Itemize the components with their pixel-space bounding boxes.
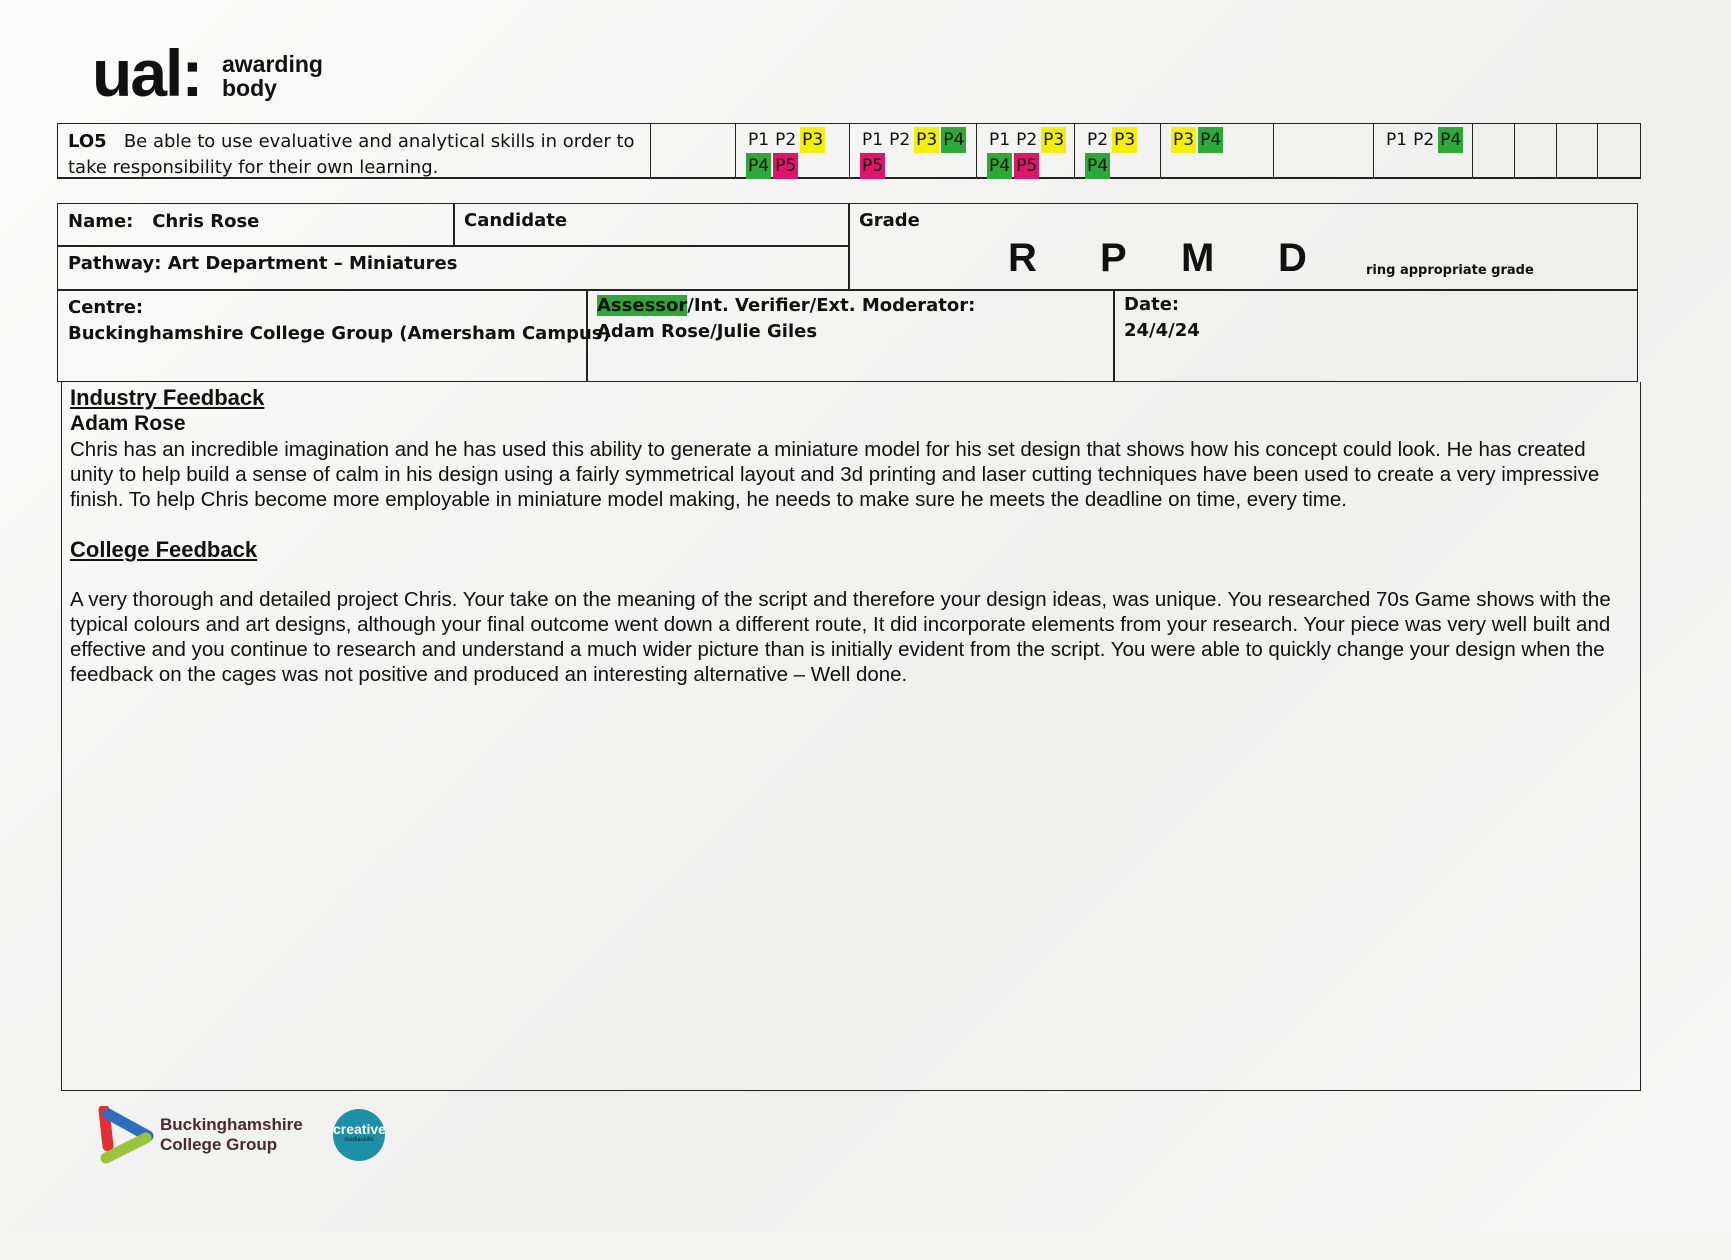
bcg-logo-icon [98,1104,156,1164]
candidate-info-table: Name: Chris Rose Candidate Grade Pathway… [57,203,1638,382]
ual-logo-subtitle: awarding body [222,52,323,100]
name-value: Chris Rose [152,211,260,232]
criteria-tag: P1 [748,130,770,150]
logo-sub-1: awarding [222,51,323,77]
criteria-tag: P4 [987,153,1013,179]
lo5-cell [1273,124,1373,177]
criteria-tag: P4 [1085,153,1111,179]
bcg-logo-text: Buckinghamshire College Group [160,1115,303,1154]
industry-feedback-text: Chris has an incredible imagination and … [70,438,1600,511]
criteria-tag: P4 [746,153,772,179]
assessor-highlight: Assessor [597,295,688,316]
creative-skills-logo: creative mediaskills [333,1109,386,1161]
lo5-cell: P2 P3P4 [1074,124,1160,179]
lo5-cell [1472,124,1514,177]
lo5-cell: P1 P2 P4 [1373,124,1472,177]
criteria-tag: P2 [775,130,797,150]
industry-feedback-heading: Industry Feedback [70,385,265,410]
criteria-tag: P5 [1014,153,1040,179]
lo5-cell: P3 P4 [1160,124,1273,177]
assessor-value: Adam Rose/Julie Giles [597,321,818,342]
centre-value: Buckinghamshire College Group (Amersham … [68,323,611,344]
ual-logo: ual: [92,36,203,110]
lo5-text: Be able to use evaluative and analytical… [68,131,635,178]
centre-label: Centre: [68,297,144,318]
criteria-tag: P3 [800,127,826,153]
grade-note: ring appropriate grade [1366,263,1534,278]
criteria-tag: P5 [773,153,799,179]
criteria-tag: P4 [1198,127,1224,153]
date-label: Date: [1124,294,1180,315]
criteria-tag: P3 [1041,127,1067,153]
lo5-cell [1597,124,1642,177]
college-feedback-heading: College Feedback [70,537,258,562]
criteria-tag: P2 [889,130,911,150]
criteria-tag: P4 [1438,127,1464,153]
lo5-row: LO5 Be able to use evaluative and analyt… [57,123,1641,179]
criteria-tag: P1 [989,130,1011,150]
pathway-field: Pathway: Art Department – Miniatures [68,253,458,274]
industry-author: Adam Rose [70,412,186,435]
date-value: 24/4/24 [1124,320,1200,341]
lo5-cell [1556,124,1597,177]
criteria-tag: P3 [1112,127,1138,153]
lo5-cell [1514,124,1556,177]
scanned-document: ual: awarding body LO5 Be able to use ev… [0,0,1731,1232]
criteria-tag: P5 [860,153,886,179]
grade-r[interactable]: R [1008,236,1037,280]
candidate-label: Candidate [464,210,568,231]
grade-label: Grade [859,210,920,231]
feedback-box: Industry Feedback Adam Rose Chris has an… [61,382,1641,1091]
criteria-tag: P3 [914,127,940,153]
criteria-tag: P2 [1087,130,1109,150]
criteria-tag: P1 [1386,130,1408,150]
grade-p[interactable]: P [1100,236,1127,280]
lo5-description: LO5 Be able to use evaluative and analyt… [68,129,658,181]
lo5-code: LO5 [68,131,107,152]
name-field: Name: Chris Rose [68,211,260,232]
pathway-value: Art Department – Miniatures [167,253,458,274]
college-feedback-text: A very thorough and detailed project Chr… [70,588,1611,686]
grade-m[interactable]: M [1181,236,1215,280]
lo5-cell [650,124,735,177]
criteria-tag: P1 [862,130,884,150]
criteria-tag: P2 [1016,130,1038,150]
criteria-tag: P4 [941,127,967,153]
assessor-label: Assessor/Int. Verifier/Ext. Moderator: [597,295,976,316]
grade-d[interactable]: D [1278,236,1307,280]
logo-sub-2: body [222,75,277,101]
criteria-tag: P2 [1413,130,1435,150]
criteria-tag: P3 [1171,127,1197,153]
